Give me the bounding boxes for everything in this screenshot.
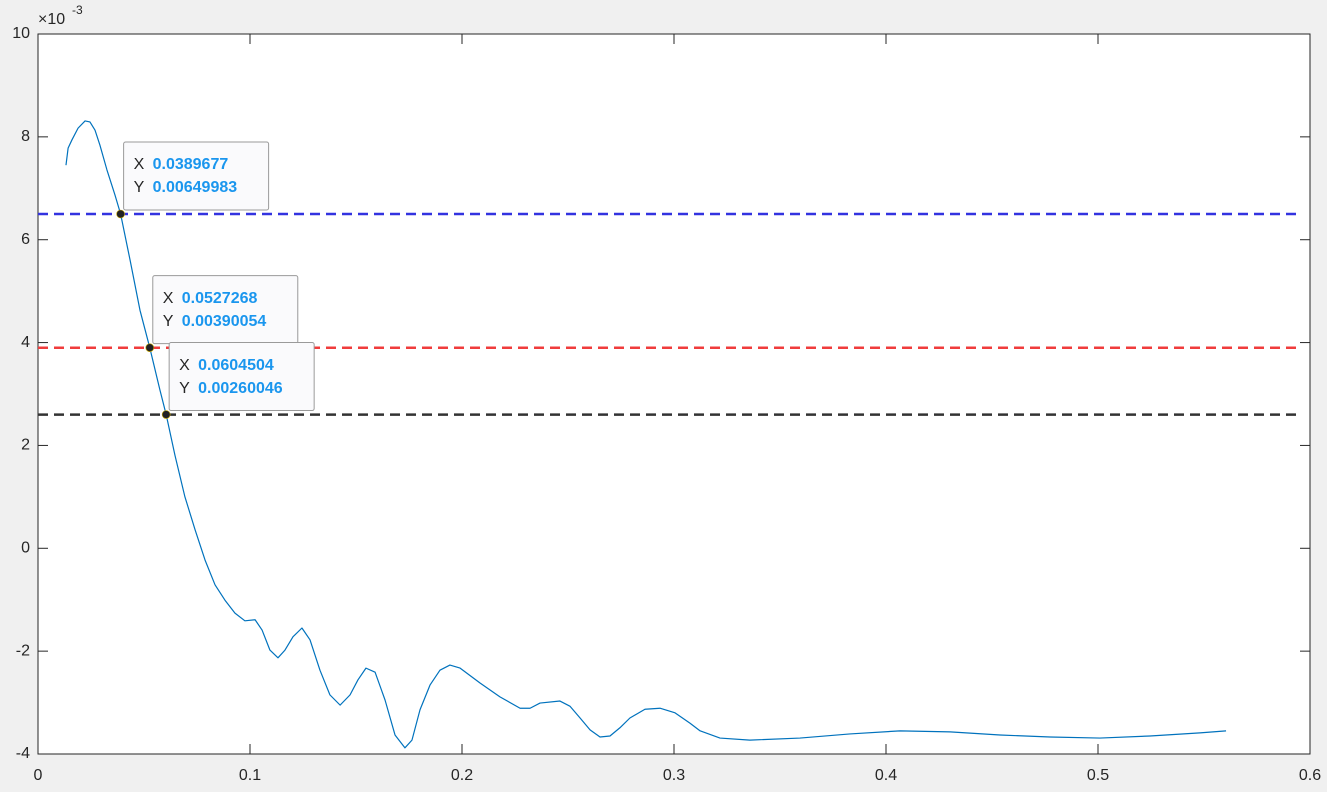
datatip-x-value: 0.0604504 xyxy=(198,357,274,374)
datatip-y-value: 0.00649983 xyxy=(153,179,238,196)
datatip-y-label: Y xyxy=(179,380,190,397)
data-line xyxy=(65,120,1227,749)
datatip-y-label: Y xyxy=(134,179,145,196)
y-tick-label: 4 xyxy=(21,334,30,351)
datatip-y-label: Y xyxy=(163,313,174,330)
datatip-x-label: X xyxy=(163,290,174,307)
y-tick-label: 10 xyxy=(12,25,30,42)
y-tick-label: 8 xyxy=(21,128,30,145)
y-tick-label: -2 xyxy=(16,642,30,659)
y-multiplier: ×10 xyxy=(38,11,65,28)
y-exponent: -3 xyxy=(72,3,83,17)
x-tick-label: 0.6 xyxy=(1299,767,1321,784)
datatip-x-label: X xyxy=(179,357,190,374)
datatip-x-value: 0.0389677 xyxy=(153,156,229,173)
datatip-y-value: 0.00390054 xyxy=(182,313,267,330)
y-tick-label: 0 xyxy=(21,540,30,557)
x-tick-label: 0.5 xyxy=(1087,767,1109,784)
datatip-marker xyxy=(145,343,155,352)
axes-box xyxy=(37,33,1311,755)
x-tick-label: 0.4 xyxy=(875,767,897,784)
datatip-x-value: 0.0527268 xyxy=(182,290,258,307)
x-tick-label: 0.1 xyxy=(239,767,261,784)
y-tick-label: -4 xyxy=(16,745,30,762)
datatip-box xyxy=(123,141,270,211)
y-tick-label: 2 xyxy=(21,437,30,454)
datatip-box xyxy=(168,342,315,412)
datatip-marker xyxy=(116,209,125,219)
x-tick-label: 0.3 xyxy=(663,767,685,784)
datatip-y-value: 0.00260046 xyxy=(198,380,283,397)
x-tick-label: 0 xyxy=(34,767,43,784)
x-tick-label: 0.2 xyxy=(451,767,473,784)
datatip-box xyxy=(152,275,299,345)
datatip-x-label: X xyxy=(134,156,145,173)
y-tick-label: 6 xyxy=(21,231,30,248)
datatip-marker xyxy=(161,410,171,419)
